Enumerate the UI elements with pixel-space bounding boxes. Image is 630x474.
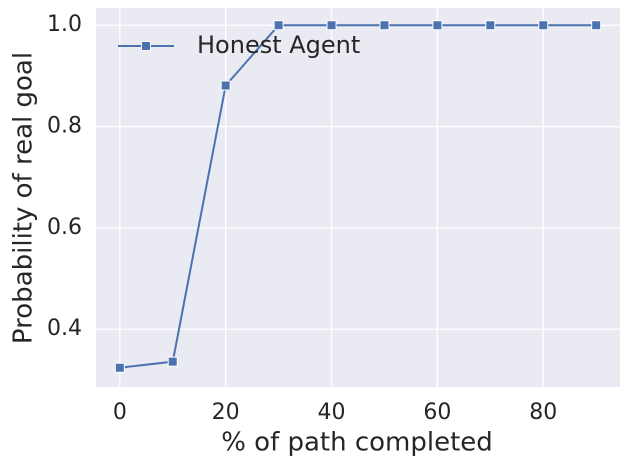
y-axis-label: Probability of real goal [9,52,39,344]
marker [220,80,231,91]
legend-marker [141,41,151,51]
marker [432,20,443,31]
marker [326,20,337,31]
x-tick-label: 0 [113,400,127,425]
marker [379,20,390,31]
marker [273,20,284,31]
plot-area [96,8,620,387]
marker [538,20,549,31]
x-tick-label: 20 [212,400,240,425]
legend-label: Honest Agent [197,31,360,59]
series-line [119,24,597,369]
x-tick-label: 40 [318,400,346,425]
marker [114,362,125,373]
x-tick-label: 80 [529,400,557,425]
y-tick-label: 0.8 [47,114,82,139]
y-tick-label: 0.4 [47,316,82,341]
marker [167,356,178,367]
marker [485,20,496,31]
x-axis-label: % of path completed [221,428,493,458]
y-tick-label: 1.0 [47,12,82,37]
x-tick-label: 60 [423,400,451,425]
y-tick-label: 0.6 [47,215,82,240]
marker [591,20,602,31]
